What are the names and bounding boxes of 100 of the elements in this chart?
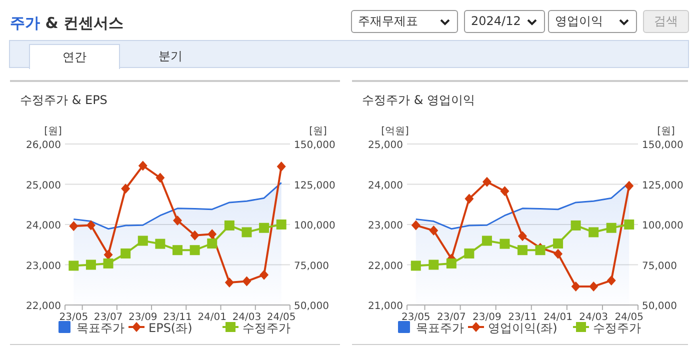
point	[190, 230, 200, 240]
point	[464, 194, 474, 204]
y-tick-label: 22,000	[26, 301, 61, 312]
y2-tick-label: 50,000	[642, 301, 677, 312]
point	[242, 227, 252, 238]
text: 주가 & 컨센서스	[10, 14, 124, 32]
y-tick-label: 25,000	[368, 140, 403, 151]
point	[138, 236, 148, 246]
y2-tick-label: 150,000	[642, 140, 684, 151]
y2-tick-label: 125,000	[294, 180, 336, 192]
point	[276, 162, 286, 172]
x-tick-label: 24/01	[544, 312, 572, 323]
y-tick-label: 23,000	[26, 260, 61, 272]
point	[500, 238, 510, 249]
x-tick-label: 24/03	[232, 312, 262, 323]
text: 검색	[643, 10, 689, 33]
y-tick-label: 23,000	[368, 220, 403, 232]
point	[207, 238, 218, 248]
point	[68, 260, 79, 271]
point	[606, 275, 616, 286]
legend-label: 영업이익(좌)	[488, 321, 558, 335]
x-tick-label: 24/01	[198, 312, 227, 323]
point	[482, 176, 492, 187]
point	[428, 260, 439, 270]
y2-tick-label: 125,000	[642, 180, 684, 192]
point	[86, 260, 96, 270]
x-tick-label: 24/05	[614, 312, 644, 323]
point	[410, 260, 421, 271]
x-tick-label: 23/05	[401, 312, 430, 323]
x-tick-label: 23/09	[128, 312, 158, 323]
x-tick-label: 23/11	[163, 312, 192, 323]
point	[155, 238, 166, 249]
legend-label: 수정주가	[593, 321, 641, 335]
x-tick-label: 24/05	[266, 312, 296, 323]
y2-tick-label: 75,000	[642, 260, 677, 272]
point	[208, 229, 217, 240]
y-axis-title: [억원]	[381, 126, 409, 137]
point	[156, 172, 165, 183]
point	[464, 248, 474, 258]
y-tick-label: 22,000	[368, 260, 403, 272]
point	[554, 248, 563, 259]
point	[104, 250, 113, 260]
point	[172, 245, 182, 256]
point	[224, 220, 234, 230]
point	[571, 281, 580, 292]
x-tick-label: 23/07	[94, 312, 123, 323]
y-tick-label: 25,000	[26, 180, 61, 192]
point	[69, 221, 78, 232]
point	[103, 258, 114, 268]
text: 주재무제표	[351, 10, 458, 33]
legend-label: 목표주가	[416, 321, 464, 335]
point	[624, 220, 634, 230]
point	[86, 220, 96, 230]
chart-title: 수정주가 & EPS	[20, 92, 108, 109]
point	[482, 236, 492, 246]
point	[589, 281, 598, 292]
point	[518, 231, 527, 242]
text: 분기	[158, 48, 184, 65]
y-tick-label: 26,000	[26, 140, 61, 151]
point	[429, 226, 438, 236]
point	[518, 245, 528, 256]
point	[190, 245, 200, 256]
point	[242, 276, 252, 286]
chart-title: 수정주가 & 영업이익	[362, 92, 475, 109]
point	[553, 238, 564, 248]
y2-tick-label: 100,000	[294, 220, 336, 232]
point	[570, 220, 581, 230]
point	[260, 270, 269, 280]
legend-label: 목표주가	[76, 321, 124, 335]
x-tick-label: 24/03	[579, 312, 608, 323]
x-tick-label: 23/11	[508, 312, 537, 323]
y2-tick-label: 150,000	[294, 140, 336, 151]
text: 영업이익	[548, 10, 637, 33]
text: 2024/12	[464, 10, 545, 33]
y2-tick-label: 75,000	[294, 260, 329, 272]
point	[535, 245, 546, 256]
x-tick-label: 23/07	[437, 312, 466, 323]
point	[138, 160, 148, 171]
point	[259, 222, 270, 233]
y-axis-title: [원]	[44, 126, 62, 137]
point	[500, 186, 510, 196]
point	[624, 180, 634, 191]
x-tick-label: 23/09	[472, 312, 502, 323]
point	[121, 184, 130, 194]
legend-label: EPS(좌)	[148, 321, 192, 335]
point	[276, 220, 286, 230]
point	[446, 258, 456, 268]
point	[411, 220, 420, 230]
y2-axis-title: [원]	[657, 126, 675, 137]
x-tick-label: 23/05	[59, 312, 88, 323]
y-tick-label: 21,000	[368, 301, 403, 312]
point	[606, 222, 616, 233]
point	[173, 215, 182, 226]
text: 연간	[29, 44, 120, 69]
y-tick-label: 24,000	[368, 180, 403, 192]
point	[120, 248, 131, 258]
point	[224, 277, 234, 288]
y-tick-label: 24,000	[26, 220, 61, 232]
y2-tick-label: 100,000	[642, 220, 684, 232]
legend-label: 수정주가	[242, 321, 290, 335]
